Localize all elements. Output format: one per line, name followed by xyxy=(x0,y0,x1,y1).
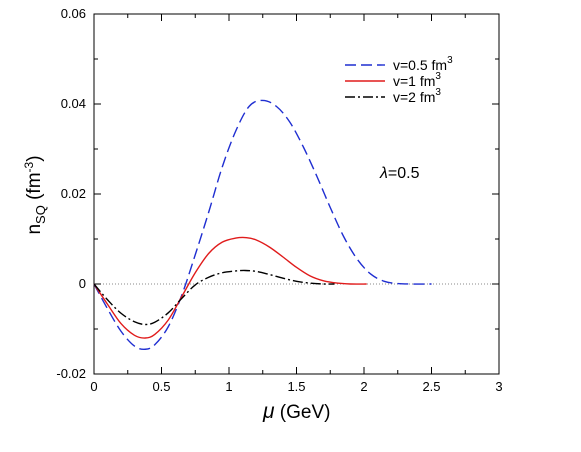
svg-text:μ (GeV): μ (GeV) xyxy=(262,400,330,423)
y-tick-label: 0.02 xyxy=(61,186,86,201)
series-line-1 xyxy=(93,99,432,351)
x-axis-unit: (GeV) xyxy=(275,402,331,423)
legend-label-3: v=2 fm3 xyxy=(393,87,441,105)
x-axis-title: μ (GeV) xyxy=(262,400,330,423)
y-axis-unit-open: (fm xyxy=(24,172,45,205)
x-tick-label: 1 xyxy=(225,379,232,394)
lambda-annotation: λ=0.5 xyxy=(379,165,420,182)
x-tick-label: 2.5 xyxy=(422,379,440,394)
series-line-3 xyxy=(93,269,335,326)
plot-area: 0 0.5 1 1.5 2 2.5 3 -0.02 0 0.02 0.04 0.06 xyxy=(56,6,502,394)
x-tick-label: 3 xyxy=(495,379,502,394)
x-tick-label: 2 xyxy=(360,379,367,394)
y-tick-label: 0.04 xyxy=(61,96,86,111)
x-axis-symbol: μ xyxy=(262,400,275,423)
x-tick-label: 1.5 xyxy=(287,379,305,394)
y-axis-unit-close: ) xyxy=(24,155,45,161)
legend-label-1: v=0.5 fm3 xyxy=(393,55,453,73)
lambda-symbol: λ xyxy=(379,165,388,182)
y-tick-label: -0.02 xyxy=(56,366,86,381)
y-axis-sub: SQ xyxy=(33,205,48,224)
legend-label-2: v=1 fm3 xyxy=(393,71,441,89)
y-axis-title: nSQ (fm-3) xyxy=(22,155,48,234)
axis-ticks: 0 0.5 1 1.5 2 2.5 3 -0.02 0 0.02 0.04 0.06 xyxy=(56,6,502,394)
y-tick-label: 0 xyxy=(79,276,86,291)
lambda-value: =0.5 xyxy=(388,165,420,182)
y-axis-unit-sup: -3 xyxy=(22,161,36,172)
x-tick-label: 0.5 xyxy=(152,379,170,394)
svg-text:nSQ (fm-3): nSQ (fm-3) xyxy=(22,155,48,234)
series-line-2 xyxy=(93,236,367,339)
y-axis-base: n xyxy=(24,224,45,235)
y-tick-label: 0.06 xyxy=(61,6,86,21)
series-layer xyxy=(93,99,432,351)
x-tick-label: 0 xyxy=(90,379,97,394)
